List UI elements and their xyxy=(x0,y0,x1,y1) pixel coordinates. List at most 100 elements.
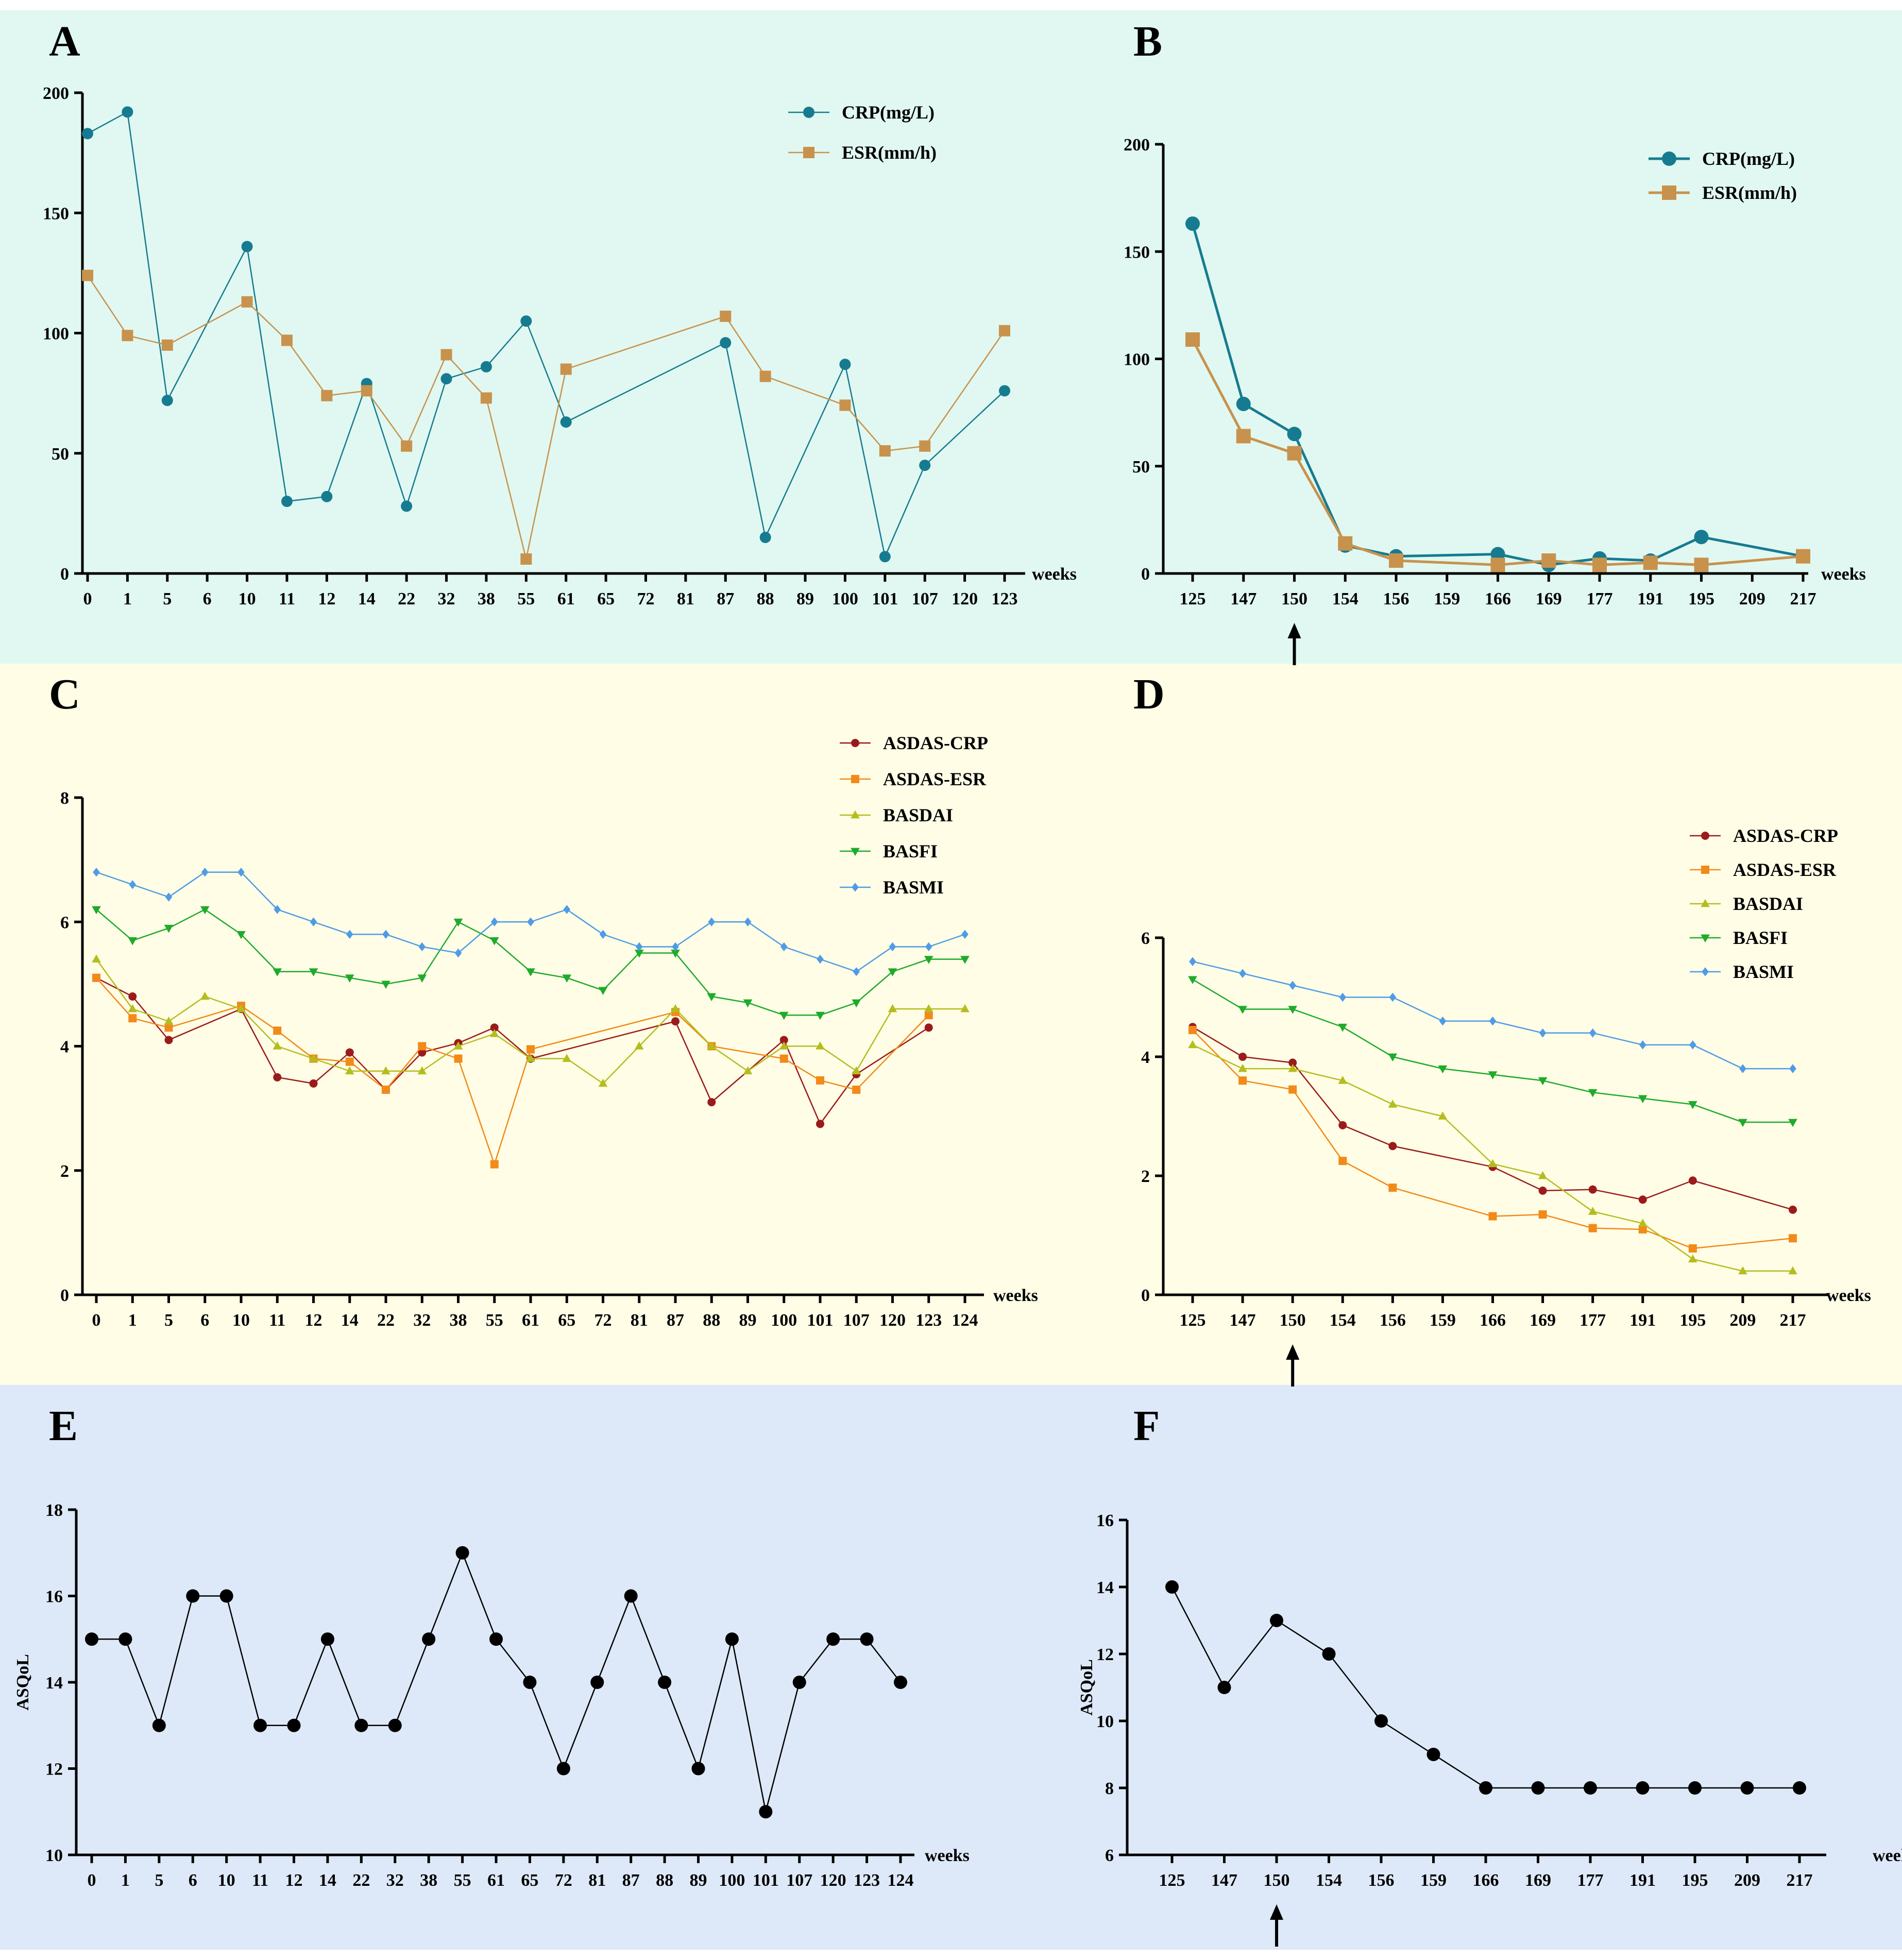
data-point-basdai xyxy=(1588,1207,1598,1215)
x-tick-label: 89 xyxy=(796,589,814,609)
data-point-asdas-esr xyxy=(1188,1026,1197,1035)
x-tick-label: 6 xyxy=(189,1871,197,1890)
x-tick-label: 177 xyxy=(1580,1311,1606,1330)
x-tick-label: 120 xyxy=(879,1311,906,1330)
data-point-basdai xyxy=(1238,1063,1247,1072)
data-point-basdai xyxy=(924,1004,933,1012)
panel-e: E 10 12 14 16 18 0 1 5 6 10 11 12 14 22 32 38 55 61 65 72 81 8… xyxy=(13,1402,970,1890)
x-tick-label: 81 xyxy=(677,589,694,609)
data-point-asdas-esr xyxy=(816,1076,824,1085)
x-tick-label: 88 xyxy=(703,1311,720,1330)
data-point-asdas-crp xyxy=(309,1079,318,1088)
data-point-basfi xyxy=(852,999,861,1008)
x-tick-label: 11 xyxy=(269,1311,285,1330)
data-point-asqol xyxy=(354,1718,368,1732)
y-tick-label: 2 xyxy=(1141,1167,1150,1186)
data-point-esr-mm-h xyxy=(1287,446,1302,461)
x-tick-label: 217 xyxy=(1790,589,1816,609)
data-point-basmi xyxy=(1739,1064,1746,1073)
data-point-crp-mg-l xyxy=(321,491,333,502)
x-tick-label: 81 xyxy=(631,1311,648,1330)
x-tick-label: 191 xyxy=(1637,589,1663,609)
x-tick-label: 22 xyxy=(352,1871,370,1890)
panel-d: D 0 2 4 6 125 147 150 154 156 159 166 169 177 191 195 20… xyxy=(1133,670,1871,1387)
series-line-asdas-esr xyxy=(96,977,929,1165)
x-tick-label: 177 xyxy=(1577,1871,1604,1890)
x-tick-label: 154 xyxy=(1330,1311,1356,1330)
x-tick-label: 123 xyxy=(854,1871,880,1890)
data-point-basdai xyxy=(381,1066,390,1075)
data-point-basmi xyxy=(165,892,173,902)
x-tick-label: 55 xyxy=(517,589,535,609)
x-tick-label: 191 xyxy=(1629,1871,1656,1890)
data-point-crp-mg-l xyxy=(281,496,293,508)
panel-letter: E xyxy=(49,1402,78,1450)
data-point-basmi xyxy=(1339,992,1347,1002)
x-tick-label: 88 xyxy=(656,1871,673,1890)
x-tick-label: 22 xyxy=(398,589,415,609)
x-tick-label: 11 xyxy=(279,589,295,609)
x-tick-label: 32 xyxy=(413,1311,431,1330)
data-point-basmi xyxy=(817,954,824,964)
data-point-basmi xyxy=(635,942,643,952)
data-point-basmi xyxy=(1639,1040,1646,1050)
x-tick-label: 100 xyxy=(771,1311,797,1330)
panel-f: F 6 8 10 12 14 16 125 147 150 154 156 159 166 169 177 19… xyxy=(1077,1402,1902,1947)
data-point-asdas-esr xyxy=(92,973,100,982)
x-tick-label: 88 xyxy=(757,589,774,609)
data-point-asdas-esr xyxy=(852,1085,861,1094)
x-tick-label: 81 xyxy=(588,1871,606,1890)
y-tick-label: 14 xyxy=(45,1674,63,1693)
data-point-basmi xyxy=(382,930,389,939)
data-point-basmi xyxy=(1789,1064,1796,1073)
data-point-basfi xyxy=(309,968,318,976)
x-tick-label: 154 xyxy=(1316,1871,1342,1890)
data-point-asqol xyxy=(1426,1748,1440,1761)
legend-label-esr-mm-h: ESR(mm/h) xyxy=(842,142,937,163)
data-point-basdai xyxy=(1688,1254,1697,1263)
data-point-basfi xyxy=(417,974,427,983)
data-point-basfi xyxy=(1638,1095,1648,1104)
x-tick-label: 1 xyxy=(123,589,132,609)
x-tick-label: 217 xyxy=(1780,1311,1806,1330)
x-tick-label: 159 xyxy=(1430,1311,1456,1330)
y-tick-label: 12 xyxy=(1096,1645,1114,1664)
data-point-basmi xyxy=(93,867,100,877)
x-tick-label: 55 xyxy=(454,1871,471,1890)
data-point-asdas-esr xyxy=(164,1023,173,1032)
x-tick-label: 195 xyxy=(1688,589,1714,609)
data-point-asqol xyxy=(1270,1614,1283,1627)
x-tick-label: 120 xyxy=(820,1871,846,1890)
data-point-esr-mm-h xyxy=(82,269,93,281)
data-point-basfi xyxy=(453,918,463,927)
data-point-asqol xyxy=(489,1632,503,1646)
data-point-crp-mg-l xyxy=(999,385,1010,397)
x-tick-label: 10 xyxy=(239,589,256,609)
data-point-esr-mm-h xyxy=(1236,429,1251,444)
x-tick-label: 65 xyxy=(521,1871,538,1890)
data-point-asdas-esr xyxy=(490,1160,499,1169)
x-tick-label: 166 xyxy=(1473,1871,1499,1890)
data-point-crp-mg-l xyxy=(720,337,732,349)
x-tick-label: 10 xyxy=(232,1311,250,1330)
data-point-asdas-crp xyxy=(1238,1053,1247,1061)
data-point-basmi xyxy=(129,880,137,889)
x-axis-label: weeks xyxy=(1873,1846,1902,1865)
data-point-basfi xyxy=(1238,1006,1247,1014)
data-point-asdas-crp xyxy=(1288,1058,1297,1067)
legend-marker-basdai xyxy=(1701,899,1710,907)
treatment-arrow-head xyxy=(1287,623,1301,638)
data-point-esr-mm-h xyxy=(1796,549,1810,564)
y-tick-label: 10 xyxy=(1096,1712,1114,1731)
x-tick-label: 38 xyxy=(478,589,495,609)
data-point-basdai xyxy=(1788,1266,1797,1275)
data-point-asdas-crp xyxy=(1688,1176,1697,1185)
data-point-asdas-crp xyxy=(924,1023,933,1032)
data-point-crp-mg-l xyxy=(520,315,532,327)
data-point-crp-mg-l xyxy=(161,395,173,407)
data-point-asdas-esr xyxy=(924,1011,933,1020)
x-tick-label: 89 xyxy=(690,1871,707,1890)
data-point-crp-mg-l xyxy=(241,241,253,252)
data-point-asqol xyxy=(1636,1781,1650,1795)
data-point-esr-mm-h xyxy=(161,339,173,351)
